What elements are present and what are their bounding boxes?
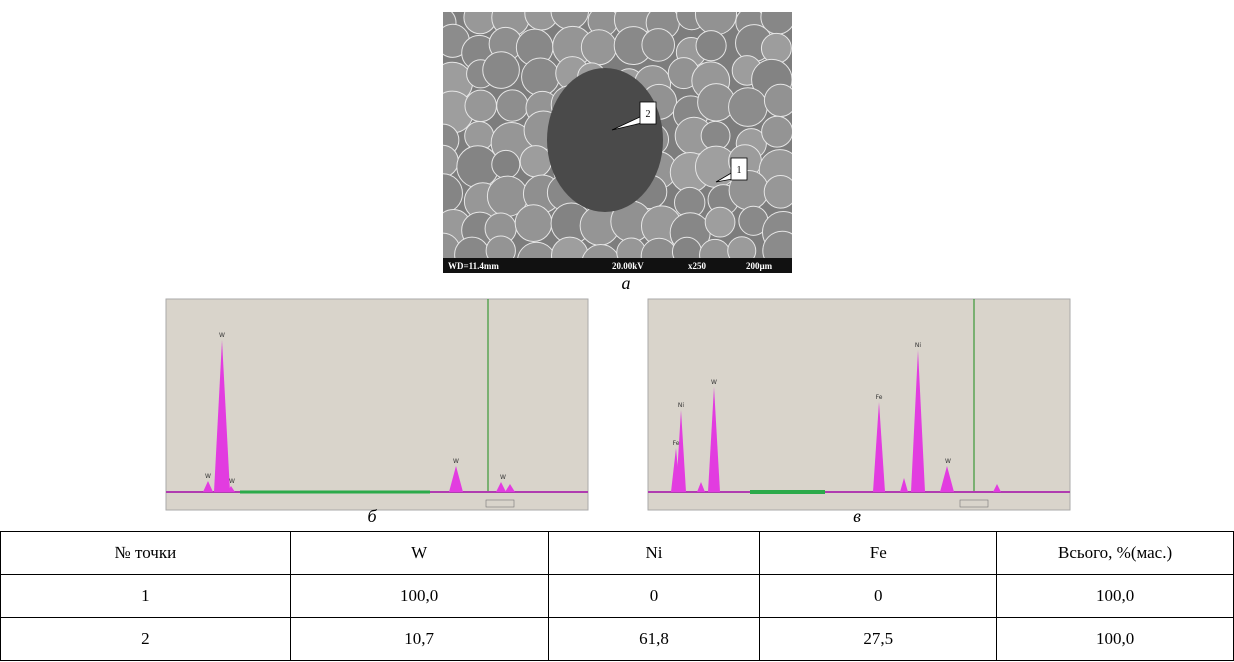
peak-label: W <box>711 379 717 386</box>
table-cell: 100,0 <box>290 575 548 618</box>
table-cell: 0 <box>760 575 997 618</box>
grain <box>426 145 458 177</box>
header-cell: № точки <box>1 532 291 575</box>
peak-label: W <box>453 458 459 465</box>
grain <box>762 116 793 147</box>
info-text: 20.00kV <box>612 261 644 271</box>
peak-label: Ni <box>915 342 921 349</box>
grain <box>705 207 735 237</box>
caption: в <box>853 506 861 526</box>
figure: WD=11.4mm 20.00kV x250 200µm 1 2 а W W W… <box>0 0 1234 531</box>
peak-label: W <box>219 332 225 339</box>
info-text: WD=11.4mm <box>448 261 499 271</box>
peak-label: W <box>945 458 951 465</box>
grain <box>764 84 796 116</box>
header-cell: W <box>290 532 548 575</box>
grain <box>642 29 675 62</box>
peak-label: Fe <box>673 440 680 447</box>
table-cell: 100,0 <box>997 618 1234 661</box>
table-cell: 27,5 <box>760 618 997 661</box>
table-cell: 61,8 <box>548 618 760 661</box>
grain <box>515 205 552 242</box>
grain <box>520 146 551 177</box>
table-cell: 2 <box>1 618 291 661</box>
caption: б <box>367 506 377 526</box>
grain <box>729 88 768 127</box>
table-cell: 10,7 <box>290 618 548 661</box>
grain <box>761 33 791 63</box>
spectrum: Ni Fe W Fe Ni W <box>648 299 1070 510</box>
info-text: x250 <box>688 261 707 271</box>
table-cell: 1 <box>1 575 291 618</box>
table-cell: 0 <box>548 575 760 618</box>
grain <box>522 58 560 96</box>
peak-label: W <box>205 473 211 480</box>
grain <box>581 30 616 65</box>
header-cell: Всього, %(мас.) <box>997 532 1234 575</box>
header-cell: Fe <box>760 532 997 575</box>
grain <box>465 90 496 121</box>
spectrum: W W W W W <box>166 299 588 510</box>
grain <box>483 52 520 89</box>
grain <box>492 150 520 178</box>
grain <box>764 175 797 208</box>
peak-label: W <box>229 478 235 485</box>
pore <box>547 68 663 212</box>
peak-label: Ni <box>678 402 684 409</box>
point-label: 2 <box>646 109 651 120</box>
peak-label: Fe <box>876 394 883 401</box>
grain <box>497 90 528 121</box>
info-text: 200µm <box>746 261 773 271</box>
caption: а <box>622 273 631 293</box>
peak-label: W <box>500 474 506 481</box>
grain <box>695 0 736 35</box>
table-cell: 100,0 <box>997 575 1234 618</box>
point-label: 1 <box>737 165 742 176</box>
header-cell: Ni <box>548 532 760 575</box>
grain <box>423 174 462 213</box>
grain <box>696 31 726 61</box>
page: WD=11.4mm 20.00kV x250 200µm 1 2 а W W W… <box>0 0 1234 662</box>
